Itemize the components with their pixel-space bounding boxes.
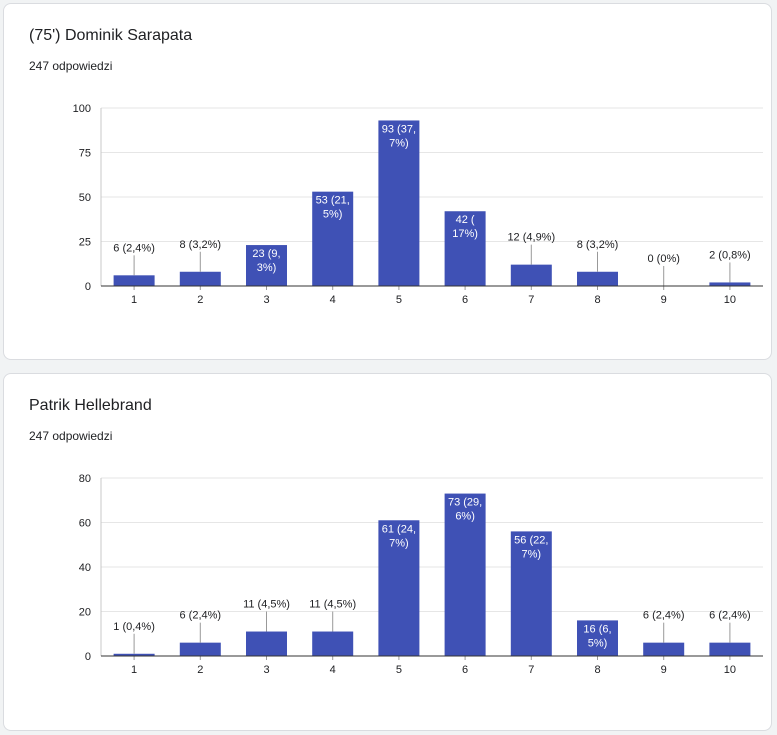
data-label: 23 (9, 3%) [252, 248, 280, 274]
x-tick-label: 2 [197, 664, 203, 676]
data-label: 2 (0,8%) [709, 249, 751, 261]
data-label: 8 (3,2%) [577, 239, 619, 251]
data-label: 61 (24, 7%) [382, 523, 416, 549]
data-label: 1 (0,4%) [113, 621, 155, 633]
response-card-dominik-sarapata: (75') Dominik Sarapata 247 odpowiedzi 0 2… [3, 3, 772, 360]
data-label: 6 (2,4%) [113, 242, 155, 254]
x-tick-label: 9 [661, 294, 667, 306]
y-tick-label: 50 [79, 192, 91, 204]
x-tick-label: 5 [396, 294, 402, 306]
bar [444, 211, 486, 286]
bar [312, 631, 354, 656]
bar [378, 120, 420, 287]
y-tick-label: 25 [79, 237, 91, 249]
x-tick-label: 1 [131, 664, 137, 676]
data-label: 42 (17%) [452, 214, 478, 240]
bar [246, 631, 287, 656]
data-label: 93 (37, 7%) [382, 123, 416, 149]
response-card-patrik-hellebrand: Patrik Hellebrand 247 odpowiedzi 0 20 40 60… [3, 373, 772, 731]
data-label: 8 (3,2%) [180, 239, 222, 251]
x-tick-label: 1 [131, 294, 137, 306]
y-tick-label: 40 [79, 562, 91, 574]
x-tick-label: 4 [330, 664, 336, 676]
bar [643, 642, 685, 656]
y-tick-label: 80 [79, 473, 91, 485]
x-tick-label: 8 [594, 664, 600, 676]
data-label: 56 (22, 7%) [514, 534, 548, 560]
bar [510, 531, 552, 656]
y-tick-label: 20 [79, 607, 91, 619]
bar [246, 245, 287, 286]
x-tick-label: 10 [724, 664, 736, 676]
y-tick-label: 75 [79, 148, 91, 160]
data-label: 6 (2,4%) [180, 610, 222, 622]
data-label: 0 (0%) [647, 253, 679, 265]
question-title: (75') Dominik Sarapata [29, 27, 193, 44]
data-label: 12 (4,9%) [507, 232, 555, 244]
y-tick-label: 100 [73, 103, 91, 115]
x-tick-label: 9 [661, 664, 667, 676]
bar [179, 271, 221, 286]
bar [444, 493, 486, 656]
response-count: 247 odpowiedzi [29, 429, 113, 443]
response-count: 247 odpowiedzi [29, 59, 113, 73]
x-tick-label: 5 [396, 664, 402, 676]
bar [709, 282, 751, 286]
y-tick-label: 0 [85, 651, 91, 663]
data-label: 11 (4,5%) [243, 599, 290, 611]
bar-chart: 0 20 40 60 80 1 1 (0,4%) 2 6 (2,4%) 3 11 (4,5%) 4 11… [79, 473, 763, 676]
bar [113, 653, 155, 656]
data-label: 73 (29, 6%) [448, 497, 482, 523]
bar [378, 520, 420, 656]
x-tick-label: 6 [462, 294, 468, 306]
x-tick-label: 6 [462, 664, 468, 676]
x-tick-label: 2 [197, 294, 203, 306]
bar [577, 620, 618, 656]
bar [709, 642, 751, 656]
bar [179, 642, 221, 656]
x-tick-label: 7 [528, 294, 534, 306]
bar [113, 275, 155, 286]
x-tick-label: 7 [528, 664, 534, 676]
x-tick-label: 8 [594, 294, 600, 306]
bar [510, 264, 552, 286]
data-label: 6 (2,4%) [709, 610, 751, 622]
x-tick-label: 3 [263, 294, 269, 306]
data-label: 16 (6, 5%) [583, 623, 611, 649]
data-label: 6 (2,4%) [643, 610, 685, 622]
question-title: Patrik Hellebrand [29, 397, 152, 414]
data-label: 11 (4,5%) [309, 599, 356, 611]
x-tick-label: 4 [330, 294, 336, 306]
bar [312, 191, 354, 286]
x-tick-label: 3 [263, 664, 269, 676]
y-tick-label: 60 [79, 518, 91, 530]
y-tick-label: 0 [85, 281, 91, 293]
bar [577, 271, 618, 286]
x-tick-label: 10 [724, 294, 736, 306]
data-label: 53 (21, 5%) [316, 195, 350, 221]
